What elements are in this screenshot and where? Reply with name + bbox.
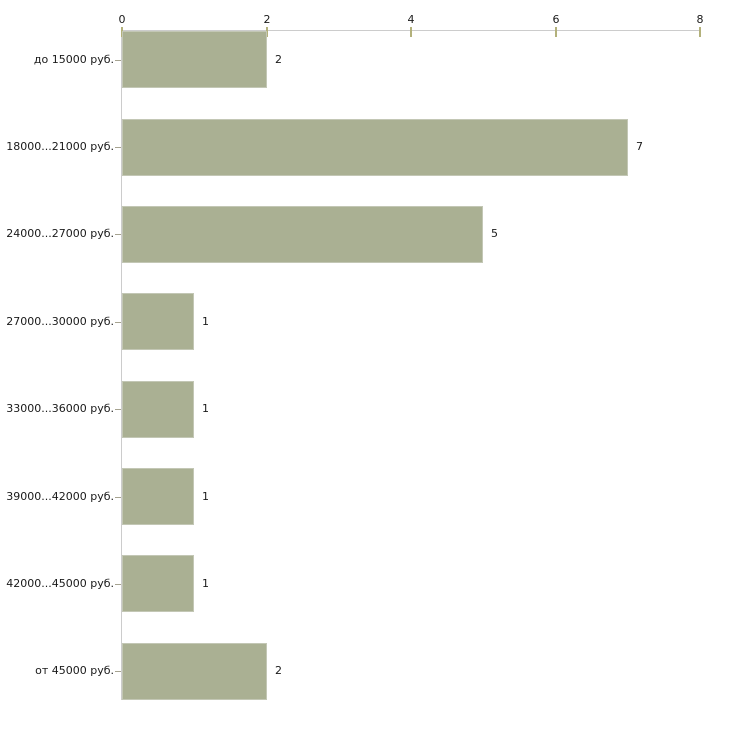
category-tick-mark (115, 147, 121, 148)
category-tick-mark (115, 497, 121, 498)
category-label: от 45000 руб. (35, 664, 114, 677)
x-tick-label: 4 (407, 13, 415, 26)
category-label: 18000...21000 руб. (6, 140, 114, 153)
category-label: 42000...45000 руб. (6, 577, 114, 590)
bar-value-label: 1 (202, 315, 209, 328)
x-tick-label: 8 (696, 13, 704, 26)
y-axis-line (121, 30, 122, 700)
bar (122, 643, 267, 700)
bar-value-label: 1 (202, 490, 209, 503)
category-tick-mark (115, 584, 121, 585)
x-tick-mark (410, 27, 412, 37)
category-tick-mark (115, 409, 121, 410)
x-tick-label: 2 (263, 13, 271, 26)
x-tick-label: 0 (118, 13, 126, 26)
category-tick-mark (115, 60, 121, 61)
category-label: до 15000 руб. (33, 53, 114, 66)
x-tick-mark (699, 27, 701, 37)
category-label: 39000...42000 руб. (6, 490, 114, 503)
category-tick-mark (115, 671, 121, 672)
bar-value-label: 5 (491, 227, 498, 240)
bar (122, 31, 267, 88)
category-tick-mark (115, 322, 121, 323)
bar (122, 119, 628, 176)
category-label: 27000...30000 руб. (6, 315, 114, 328)
bar (122, 206, 483, 263)
bar-value-label: 7 (636, 140, 643, 153)
bar (122, 468, 194, 525)
category-tick-mark (115, 234, 121, 235)
bar-value-label: 2 (275, 53, 282, 66)
x-tick-mark (555, 27, 557, 37)
x-tick-label: 6 (552, 13, 560, 26)
bar-value-label: 1 (202, 577, 209, 590)
x-tick-mark (266, 27, 268, 37)
bar-value-label: 1 (202, 402, 209, 415)
bar (122, 381, 194, 438)
category-label: 33000...36000 руб. (6, 402, 114, 415)
category-label: 24000...27000 руб. (6, 227, 114, 240)
bar-value-label: 2 (275, 664, 282, 677)
bar (122, 555, 194, 612)
bar (122, 293, 194, 350)
